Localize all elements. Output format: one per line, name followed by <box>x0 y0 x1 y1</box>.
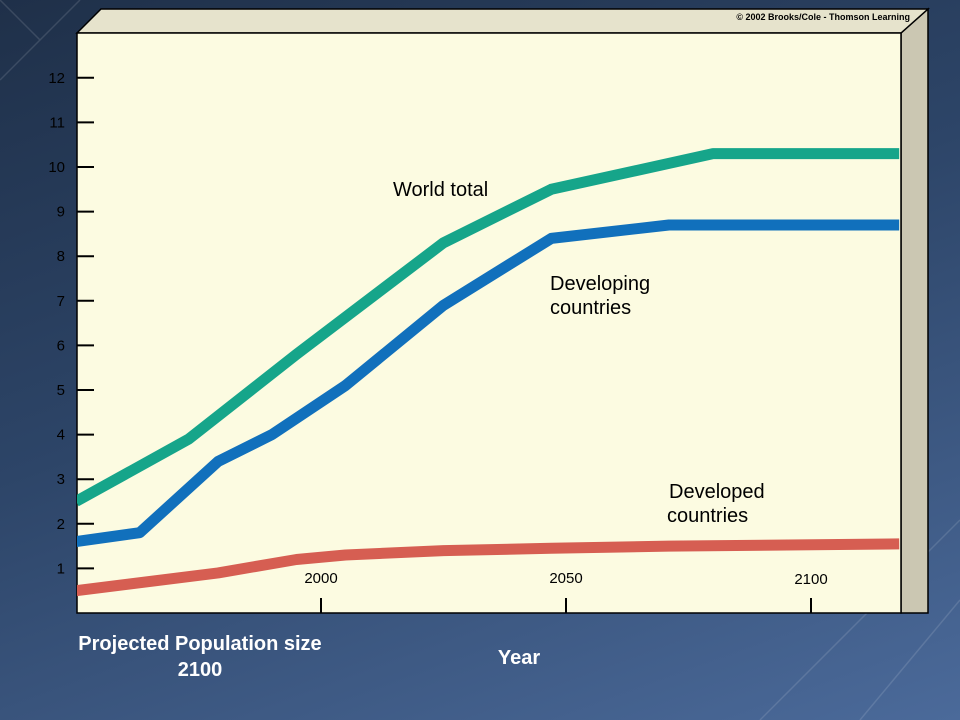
series-labels: World totalDevelopingcountriesDevelopedc… <box>393 179 765 527</box>
plot-area <box>76 32 902 614</box>
series-line-developed-countries <box>77 538 900 597</box>
series-line-developing-countries <box>77 219 900 548</box>
series-label-developing-countries: countries <box>550 297 631 319</box>
chart-caption-line2: 2100 <box>177 659 223 681</box>
y-tick-label: 4 <box>57 427 65 444</box>
y-tick-label: 6 <box>57 337 65 354</box>
y-tick-label: 12 <box>48 70 65 87</box>
series-label-developed-countries: Developed <box>669 481 765 503</box>
y-tick-label: 2 <box>57 516 65 533</box>
series-label-developed-countries: countries <box>667 505 748 527</box>
y-tick-label: 3 <box>57 471 65 488</box>
population-chart: © 2002 Brooks/Cole - Thomson Learning 12… <box>48 7 930 614</box>
y-tick-label: 8 <box>57 248 65 265</box>
chart-caption-line1: Projected Population size <box>78 633 322 655</box>
series-lines <box>77 148 900 597</box>
y-tick-label: 1 <box>57 560 65 577</box>
series-label-developing-countries: Developing <box>550 273 650 295</box>
copyright-notice: © 2002 Brooks/Cole - Thomson Learning <box>736 12 910 22</box>
y-tick-label: 11 <box>49 114 65 131</box>
y-tick-label: 9 <box>57 204 65 221</box>
x-tick-label: 2000 <box>304 570 337 587</box>
chart-caption: Projected Population size 2100 <box>40 631 360 683</box>
series-label-world-total: World total <box>393 179 488 201</box>
x-axis-title: Year <box>497 647 541 669</box>
y-tick-label: 10 <box>48 159 65 176</box>
x-axis: 2000 2050 2100 <box>304 570 828 613</box>
y-tick-label: 7 <box>57 293 65 310</box>
series-line-world-total <box>77 148 900 507</box>
y-tick-label: 5 <box>57 382 65 399</box>
x-tick-label: 2100 <box>794 571 827 588</box>
x-tick-label: 2050 <box>549 570 582 587</box>
chart-side-face <box>900 7 929 614</box>
